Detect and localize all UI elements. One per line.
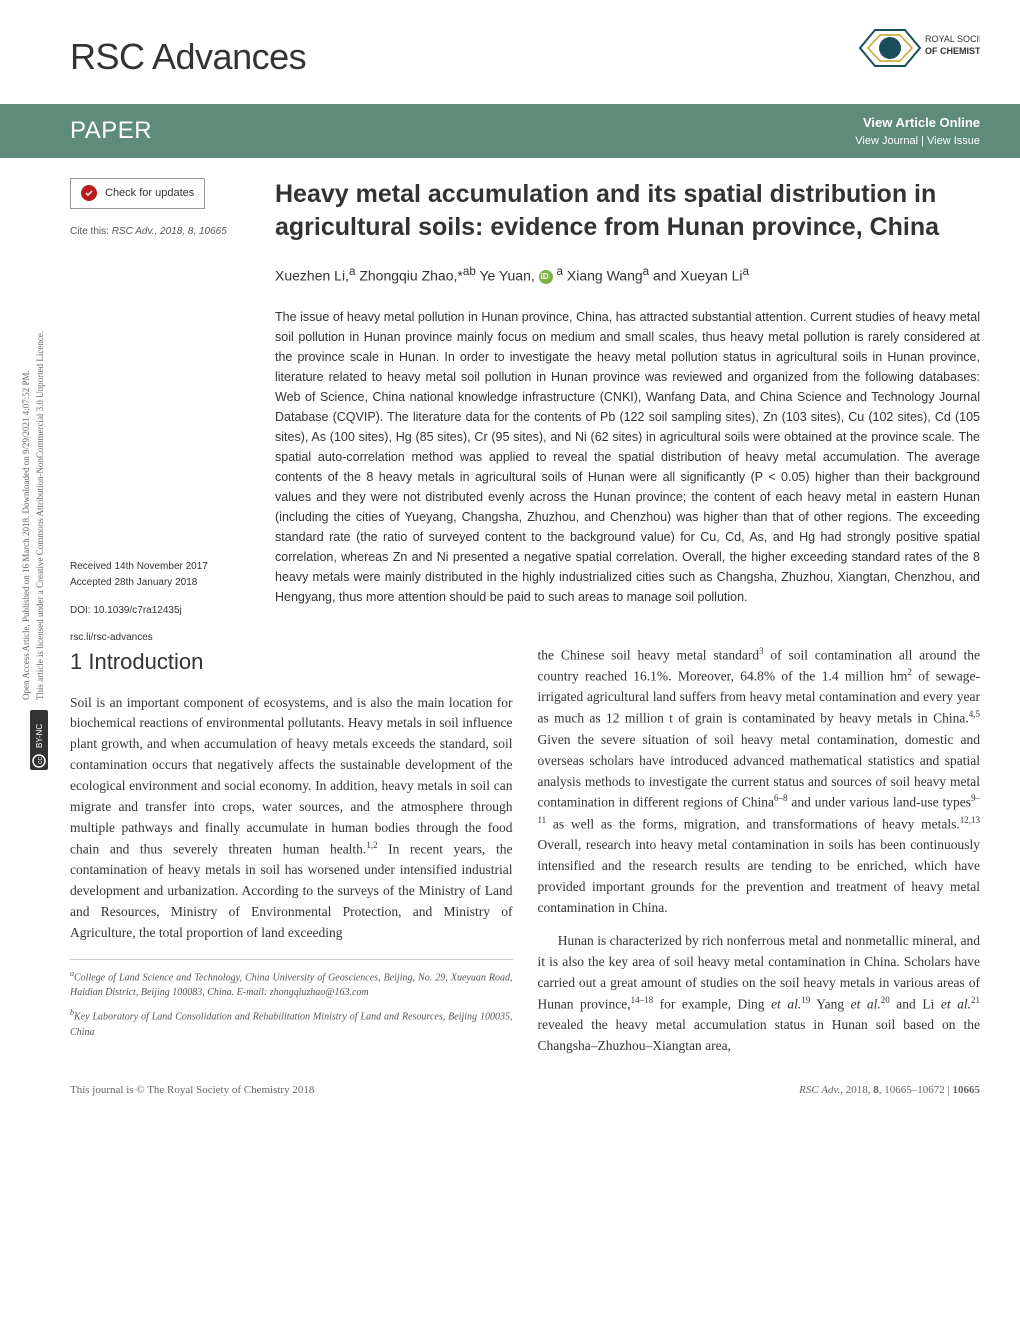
- citation-text: Cite this: RSC Adv., 2018, 8, 10665: [70, 224, 245, 239]
- publisher-logo: ROYAL SOCIETY OF CHEMISTRY: [850, 20, 980, 82]
- check-updates-label: Check for updates: [105, 185, 194, 202]
- abstract-text: The issue of heavy metal pollution in Hu…: [275, 307, 980, 607]
- left-sidebar: Check for updates Cite this: RSC Adv., 2…: [70, 178, 245, 645]
- crossmark-icon: [81, 185, 97, 201]
- svg-text:cc: cc: [37, 757, 44, 765]
- rsc-short-link[interactable]: rsc.li/rsc-advances: [70, 630, 245, 645]
- paper-type-label: PAPER: [70, 113, 152, 149]
- view-journal-issue-link[interactable]: View Journal | View Issue: [855, 133, 980, 150]
- page-header: RSC Advances ROYAL SOCIETY OF CHEMISTRY: [0, 0, 1020, 104]
- intro-paragraph-3: Hunan is characterized by rich nonferrou…: [538, 931, 981, 1057]
- svg-text:OF CHEMISTRY: OF CHEMISTRY: [925, 46, 980, 56]
- journal-title: RSC Advances: [70, 30, 306, 84]
- check-updates-button[interactable]: Check for updates: [70, 178, 205, 209]
- left-column: 1 Introduction Soil is an important comp…: [70, 645, 513, 1058]
- intro-paragraph-2: the Chinese soil heavy metal standard3 o…: [538, 645, 981, 919]
- publication-dates: Received 14th November 2017 Accepted 28t…: [70, 559, 245, 591]
- doi-text: DOI: 10.1039/c7ra12435j: [70, 603, 245, 618]
- view-links: View Article Online View Journal | View …: [855, 113, 980, 149]
- cc-badge: cc BY-NC: [30, 710, 55, 770]
- right-column: the Chinese soil heavy metal standard3 o…: [538, 645, 981, 1058]
- page-citation: RSC Adv., 2018, 8, 10665–10672 | 10665: [799, 1082, 980, 1099]
- section-heading-intro: 1 Introduction: [70, 645, 513, 678]
- affiliation-a: aCollege of Land Science and Technology,…: [70, 959, 513, 1000]
- copyright-text: This journal is © The Royal Society of C…: [70, 1082, 314, 1099]
- page-footer: This journal is © The Royal Society of C…: [0, 1057, 1020, 1119]
- affiliation-b: bKey Laboratory of Land Consolidation an…: [70, 1005, 513, 1039]
- svg-text:ROYAL SOCIETY: ROYAL SOCIETY: [925, 34, 980, 44]
- main-content: Heavy metal accumulation and its spatial…: [275, 178, 980, 645]
- author-list: Xuezhen Li,a Zhongqiu Zhao,*ab Ye Yuan, …: [275, 263, 980, 287]
- svg-text:BY-NC: BY-NC: [35, 724, 44, 748]
- article-title: Heavy metal accumulation and its spatial…: [275, 178, 980, 243]
- view-article-online-link[interactable]: View Article Online: [855, 113, 980, 133]
- intro-paragraph-1: Soil is an important component of ecosys…: [70, 693, 513, 945]
- paper-banner: PAPER View Article Online View Journal |…: [0, 104, 1020, 158]
